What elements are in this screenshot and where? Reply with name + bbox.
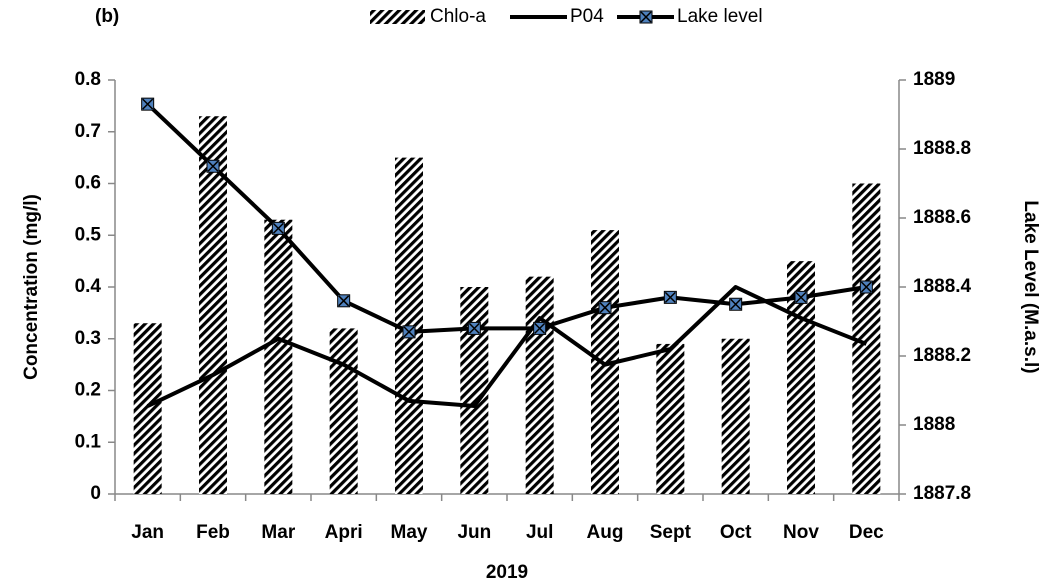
marker [859, 280, 873, 294]
y2-axis-label: Lake Level (M.a.s.l) [1020, 200, 1041, 373]
marker [402, 325, 416, 339]
marker [467, 321, 481, 335]
marker [533, 321, 547, 335]
marker [206, 159, 220, 173]
y-tick-label: 0.4 [75, 276, 102, 297]
x-tick-label: May [391, 522, 428, 543]
legend-label: Lake level [677, 6, 763, 27]
bar [656, 343, 685, 494]
x-tick-label: Nov [783, 522, 819, 543]
y-tick-label: 0.1 [75, 431, 102, 452]
y-tick-label: 0.3 [75, 328, 101, 349]
y-tick-label: 0.8 [75, 69, 101, 90]
x-tick-label: Aug [587, 522, 624, 543]
line [146, 285, 868, 409]
bar [721, 338, 750, 494]
marker [794, 290, 808, 304]
y-tick-label: 0.5 [75, 224, 102, 245]
panel-label: (b) [95, 6, 119, 27]
y2-tick-label: 1889 [913, 69, 955, 90]
legend-label: P04 [570, 6, 604, 27]
legend-swatch [370, 10, 425, 24]
y2-tick-label: 1887.8 [913, 483, 971, 504]
x-tick-label: Jan [131, 522, 164, 543]
x-axis-label: 2019 [486, 562, 528, 583]
legend-marker [640, 11, 652, 23]
y-tick-label: 0.7 [75, 121, 101, 142]
y2-tick-label: 1888.8 [913, 138, 971, 159]
bar [525, 276, 554, 494]
marker [271, 221, 285, 235]
y-tick-label: 0 [90, 483, 101, 504]
marker [663, 290, 677, 304]
x-tick-label: Dec [849, 522, 884, 543]
y2-tick-label: 1888.2 [913, 345, 971, 366]
y-axis-label: Concentration (mg/l) [21, 194, 42, 380]
x-tick-label: Apri [325, 522, 363, 543]
y-tick-label: 0.6 [75, 173, 101, 194]
marker [141, 97, 155, 111]
x-tick-label: Sept [650, 522, 692, 543]
y2-tick-label: 1888.4 [913, 276, 972, 297]
legend-label: Chlo-a [430, 6, 486, 27]
x-tick-label: Feb [196, 522, 230, 543]
y2-tick-label: 1888.6 [913, 207, 971, 228]
y2-tick-label: 1888 [913, 414, 955, 435]
line [146, 102, 867, 334]
x-tick-label: Oct [720, 522, 752, 543]
bar [133, 323, 162, 494]
x-tick-label: Jun [457, 522, 491, 543]
bar [199, 116, 227, 494]
bar [329, 328, 358, 494]
marker [729, 297, 743, 311]
marker [337, 294, 351, 308]
x-tick-label: Mar [261, 522, 295, 543]
marker [598, 301, 612, 315]
x-tick-label: Jul [526, 522, 553, 543]
bar [264, 219, 293, 494]
y-tick-label: 0.2 [75, 380, 101, 401]
